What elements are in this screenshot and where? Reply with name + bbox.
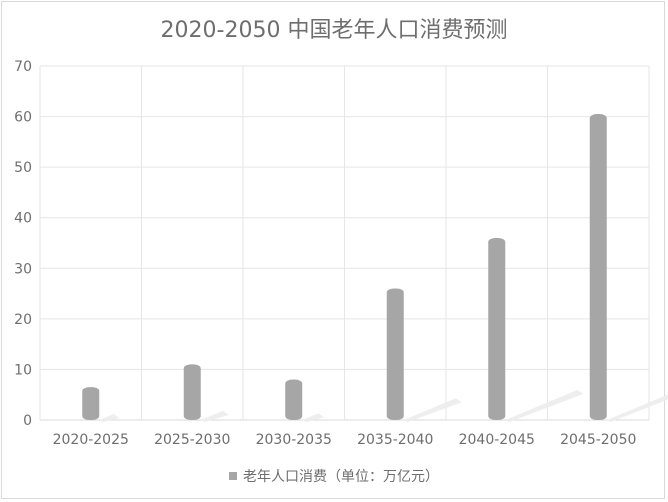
bar-shadows — [99, 389, 668, 422]
y-tick-label: 20 — [14, 312, 32, 328]
x-tick-label: 2040-2045 — [459, 432, 535, 448]
x-axis-ticks: 2020-2025 2025-2030 2030-2035 2035-2040 2040… — [53, 432, 637, 448]
y-tick-label: 0 — [23, 413, 32, 429]
legend-label: 老年人口消费（单位：万亿元） — [243, 469, 439, 485]
x-tick-label: 2030-2035 — [256, 432, 332, 448]
bar — [386, 288, 404, 420]
bars — [82, 114, 607, 421]
bar-shadow — [505, 389, 584, 422]
legend-swatch — [229, 472, 237, 480]
x-tick-label: 2025-2030 — [154, 432, 230, 448]
bar — [488, 237, 506, 420]
x-tick-label: 2020-2025 — [53, 432, 129, 448]
y-tick-label: 50 — [14, 160, 32, 176]
y-tick-label: 70 — [14, 59, 32, 75]
bar-shadow — [606, 394, 668, 422]
bar — [589, 114, 607, 421]
bar — [82, 387, 100, 420]
chart-title: 2020-2050 中国老年人口消费预测 — [160, 18, 508, 43]
y-tick-label: 10 — [14, 362, 32, 378]
gridlines — [39, 65, 650, 421]
bar-shadow — [200, 410, 229, 422]
bar-shadow — [99, 414, 120, 422]
bar-shadow — [302, 413, 325, 422]
y-axis-ticks: 0 10 20 30 40 50 60 70 — [14, 59, 32, 429]
x-tick-label: 2035-2040 — [357, 432, 433, 448]
y-tick-label: 30 — [14, 261, 32, 277]
bar — [183, 364, 201, 420]
legend: 老年人口消费（单位：万亿元） — [0, 466, 668, 486]
bar-shadow — [403, 398, 462, 422]
bar — [285, 379, 303, 420]
x-tick-label: 2045-2050 — [560, 432, 636, 448]
y-tick-label: 60 — [14, 110, 32, 126]
y-tick-label: 40 — [14, 211, 32, 227]
